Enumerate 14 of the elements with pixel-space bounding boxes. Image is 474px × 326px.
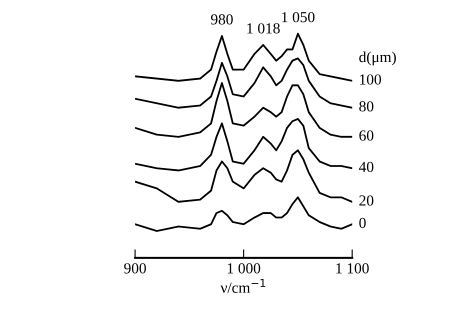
annotation: 1 050 — [282, 12, 315, 22]
series-label: 40 — [358, 162, 374, 172]
annotation: 980 — [210, 14, 233, 25]
x-tick-label: 1 100 — [336, 263, 369, 274]
legend-title: d(μm) — [359, 51, 396, 66]
series-label: 60 — [359, 130, 374, 141]
series-label: 20 — [359, 195, 374, 206]
x-tick-label: 900 — [124, 263, 146, 274]
series-label: 0 — [359, 218, 366, 228]
series-label: 80 — [359, 101, 374, 112]
x-tick-label: 1 000 — [228, 263, 260, 274]
series-label: 100 — [360, 74, 382, 85]
annotation: 1 018 — [247, 23, 280, 34]
x-axis-title: ν/cm$^{−1}$ — [220, 279, 266, 293]
